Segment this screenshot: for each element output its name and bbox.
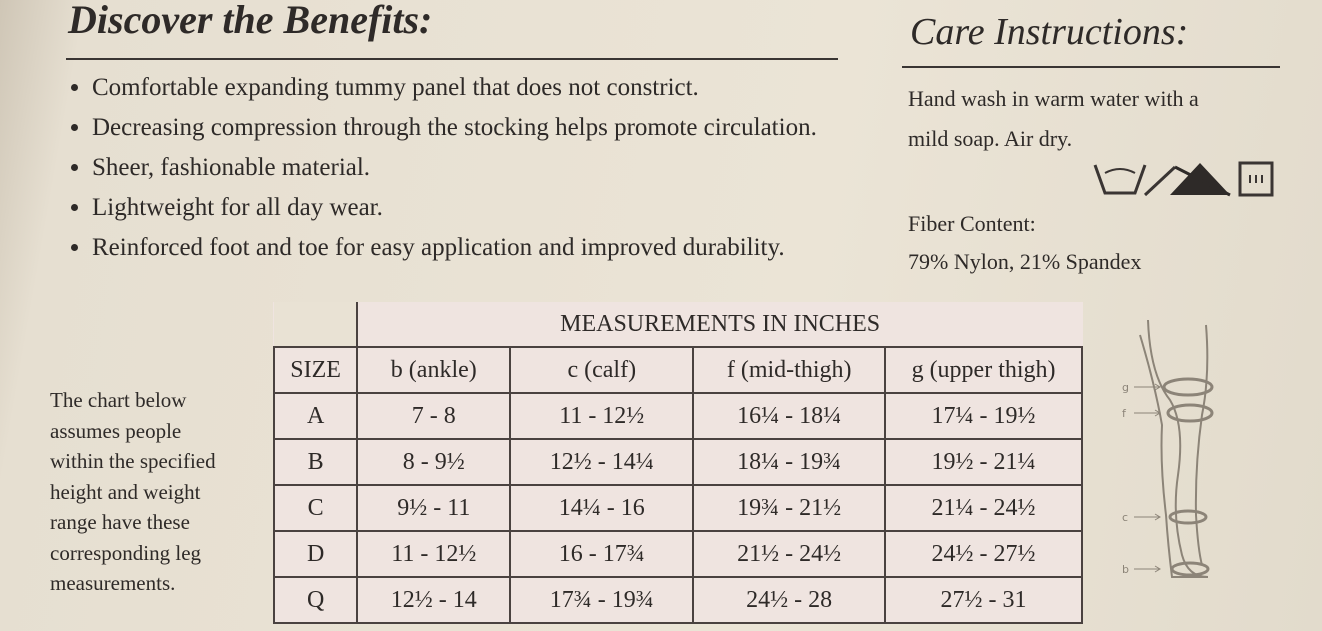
- table-row: D 11 - 12½ 16 - 17¾ 21½ - 24½ 24½ - 27½: [272, 530, 1083, 578]
- table-cell: 9½ - 11: [356, 484, 512, 532]
- size-table: MEASUREMENTS IN INCHES SIZE b (ankle) c (ca…: [272, 302, 1083, 624]
- table-cell: 21½ - 24½: [692, 530, 887, 578]
- fiber-label: Fiber Content:: [908, 211, 1036, 236]
- benefit-item: Sheer, fashionable material.: [92, 148, 817, 188]
- benefit-item: Decreasing compression through the stock…: [92, 108, 817, 148]
- rule: [66, 58, 838, 60]
- column-header-row: SIZE b (ankle) c (calf) f (mid-thigh) g (upp…: [272, 346, 1083, 394]
- table-cell: 24½ - 27½: [884, 530, 1083, 578]
- table-cell: 14¼ - 16: [509, 484, 695, 532]
- table-cell: D: [272, 530, 359, 578]
- leg-arrow: [1134, 409, 1161, 417]
- column-header: SIZE: [272, 346, 359, 394]
- care-line: mild soap. Air dry.: [908, 126, 1073, 151]
- table-cell: 21¼ - 24½: [884, 484, 1083, 532]
- table-cell: Q: [272, 576, 359, 624]
- column-header: f (mid-thigh): [692, 346, 887, 394]
- note: The chart below assumes people within the …: [50, 385, 216, 599]
- table-cell: 16¼ - 18¼: [692, 392, 887, 440]
- benefits-title: Discover the Benefits:: [68, 0, 433, 42]
- note-line: The chart below: [50, 388, 187, 412]
- table-cell: 27½ - 31: [884, 576, 1083, 624]
- column-header: b (ankle): [356, 346, 512, 394]
- benefit-item: Reinforced foot and toe for easy applica…: [92, 228, 817, 268]
- care-icons: [1093, 161, 1274, 197]
- table-cell: 17¼ - 19½: [884, 392, 1083, 440]
- table-cell: 7 - 8: [356, 392, 512, 440]
- table-cell: 18¼ - 19¾: [692, 438, 887, 486]
- note-line: within the specified: [50, 449, 216, 473]
- table-cell: 16 - 17¾: [509, 530, 695, 578]
- leg-label: c: [1122, 511, 1128, 524]
- table-cell: 19½ - 21¼: [884, 438, 1083, 486]
- rule: [902, 66, 1280, 68]
- table-cell: 12½ - 14: [356, 576, 512, 624]
- note-line: assumes people: [50, 418, 182, 443]
- table-cell: 11 - 12½: [509, 392, 695, 440]
- note-line: height and weight: [50, 479, 201, 504]
- leg-label: f: [1122, 407, 1127, 420]
- benefit-list: Comfortable expanding tummy panel that d…: [62, 68, 817, 268]
- empty-cell: [274, 302, 359, 348]
- leg-label: b: [1122, 563, 1129, 576]
- group-header: MEASUREMENTS IN INCHES: [356, 302, 1082, 348]
- table-cell: A: [272, 392, 359, 440]
- leg-arrow: [1134, 565, 1161, 573]
- column-header: g (upper thigh): [884, 346, 1083, 394]
- table-cell: 8 - 9½: [356, 438, 512, 486]
- benefit-item: Lightweight for all day wear.: [92, 188, 817, 228]
- table-cell: 24½ - 28: [692, 576, 887, 624]
- table-row: Q 12½ - 14 17¾ - 19¾ 24½ - 28 27½ - 31: [272, 576, 1083, 624]
- leg-label: g: [1122, 381, 1129, 394]
- benefit-item: Comfortable expanding tummy panel that d…: [92, 68, 817, 108]
- table-cell: B: [272, 438, 359, 486]
- note-line: measurements.: [50, 571, 176, 595]
- table-cell: 19¾ - 21½: [692, 484, 887, 532]
- leg-arrow: [1134, 383, 1161, 391]
- table-cell: C: [272, 484, 359, 532]
- table-row: C 9½ - 11 14¼ - 16 19¾ - 21½ 21¼ - 24½: [272, 484, 1083, 532]
- table-cell: 12½ - 14¼: [509, 438, 695, 486]
- leg-arrow: [1134, 513, 1161, 521]
- group-header-row: MEASUREMENTS IN INCHES: [274, 302, 1082, 348]
- column-header: c (calf): [509, 346, 695, 394]
- note-line: corresponding leg: [50, 540, 202, 565]
- table-cell: 17¾ - 19¾: [509, 576, 695, 624]
- care-line: Hand wash in warm water with a: [908, 86, 1199, 111]
- fiber-content: 79% Nylon, 21% Spandex: [908, 249, 1142, 274]
- note-line: range have these: [50, 510, 190, 534]
- care-title: Care Instructions:: [910, 11, 1189, 53]
- table-cell: 11 - 12½: [356, 530, 512, 578]
- leg-diagram: gf c b: [1122, 319, 1214, 578]
